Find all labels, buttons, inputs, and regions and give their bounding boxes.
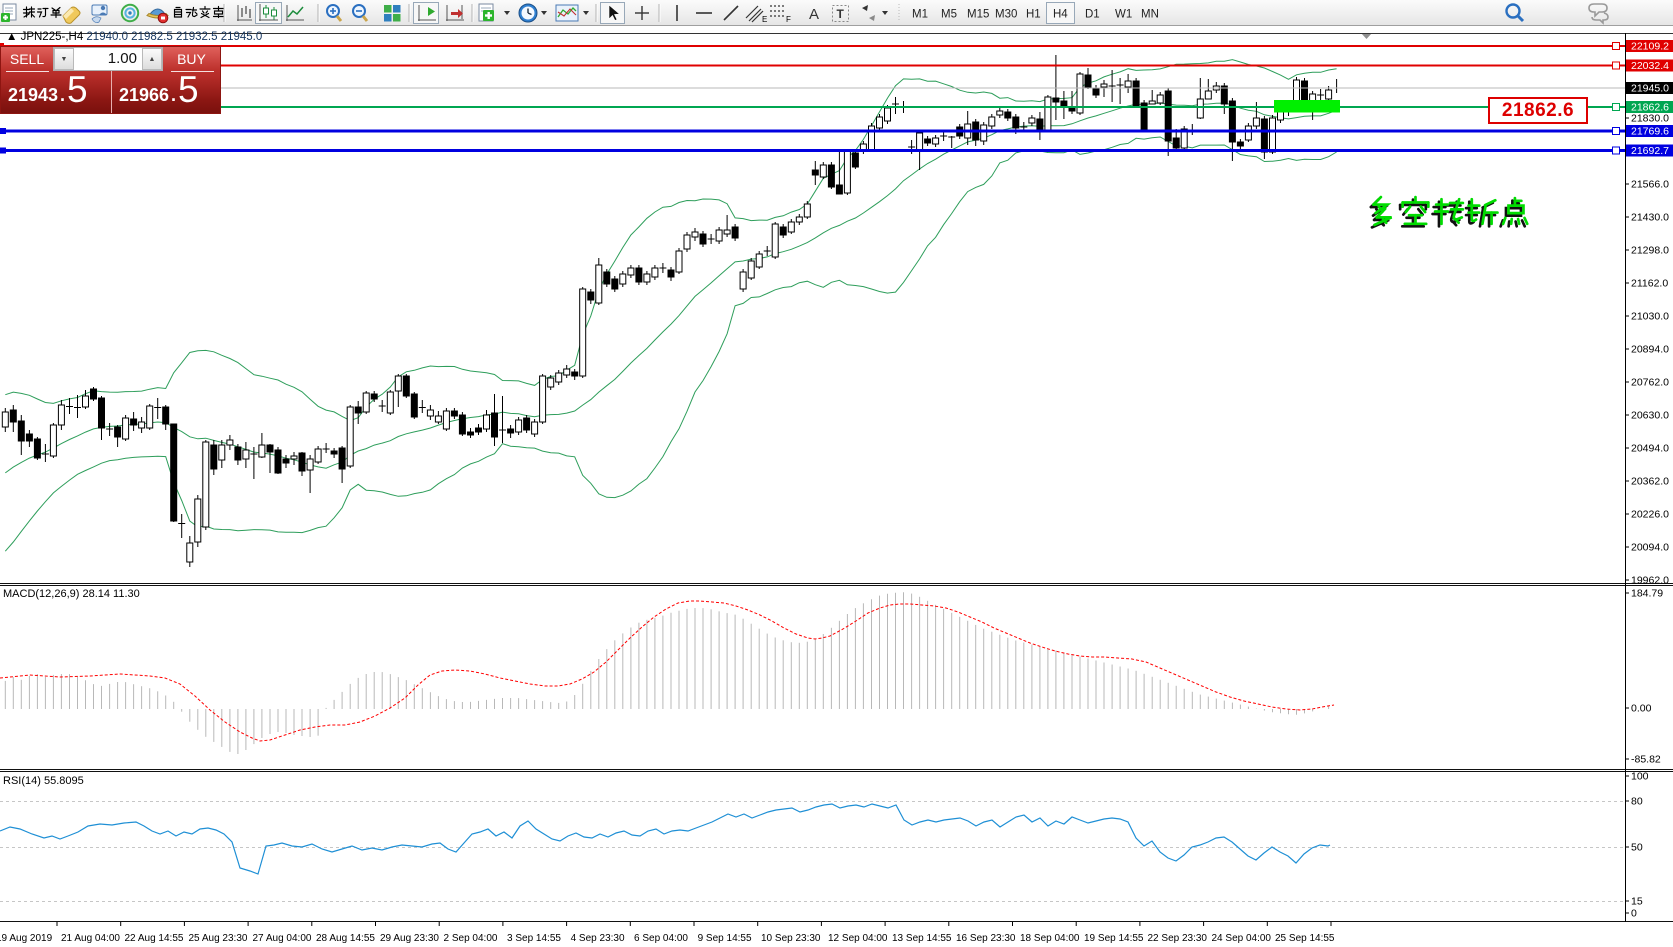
svg-text:12 Sep 04:00: 12 Sep 04:00 — [828, 933, 888, 944]
svg-text:22109.2: 22109.2 — [1631, 41, 1669, 53]
svg-text:29 Aug 23:30: 29 Aug 23:30 — [380, 933, 439, 944]
svg-text:21692.7: 21692.7 — [1631, 145, 1669, 157]
svg-text:15: 15 — [1631, 896, 1643, 908]
svg-text:H1: H1 — [1026, 9, 1041, 21]
svg-text:25 Aug 23:30: 25 Aug 23:30 — [189, 933, 248, 944]
svg-text:20494.0: 20494.0 — [1631, 443, 1669, 455]
svg-text:20094.0: 20094.0 — [1631, 542, 1669, 554]
svg-text:A: A — [809, 6, 819, 23]
svg-text:M5: M5 — [941, 9, 957, 21]
svg-text:21769.6: 21769.6 — [1631, 126, 1669, 138]
svg-text:21430.0: 21430.0 — [1631, 212, 1669, 224]
svg-text:6 Sep 04:00: 6 Sep 04:00 — [634, 933, 688, 944]
svg-text:20894.0: 20894.0 — [1631, 344, 1669, 356]
svg-text:22032.4: 22032.4 — [1631, 60, 1669, 72]
svg-text:21298.0: 21298.0 — [1631, 245, 1669, 257]
svg-text:2 Sep 04:00: 2 Sep 04:00 — [444, 933, 498, 944]
svg-text:MN: MN — [1141, 9, 1159, 21]
svg-text:20362.0: 20362.0 — [1631, 476, 1669, 488]
svg-text:4 Sep 23:30: 4 Sep 23:30 — [571, 933, 625, 944]
svg-text:21830.0: 21830.0 — [1631, 113, 1669, 125]
svg-text:D1: D1 — [1085, 9, 1100, 21]
svg-text:E: E — [762, 15, 767, 24]
svg-text:19 Sep 14:55: 19 Sep 14:55 — [1084, 933, 1144, 944]
svg-text:20762.0: 20762.0 — [1631, 377, 1669, 389]
svg-text:80: 80 — [1631, 796, 1643, 808]
svg-text:16 Sep 23:30: 16 Sep 23:30 — [956, 933, 1016, 944]
svg-text:18 Sep 04:00: 18 Sep 04:00 — [1020, 933, 1080, 944]
svg-text:50: 50 — [1631, 842, 1643, 854]
svg-text:F: F — [786, 15, 791, 24]
svg-text:21 Aug 04:00: 21 Aug 04:00 — [61, 933, 120, 944]
svg-text:M15: M15 — [967, 9, 989, 21]
svg-text:0.00: 0.00 — [1631, 703, 1652, 715]
svg-text:10 Sep 23:30: 10 Sep 23:30 — [761, 933, 821, 944]
svg-text:M30: M30 — [995, 9, 1017, 21]
svg-text:W1: W1 — [1115, 9, 1132, 21]
svg-text:H4: H4 — [1053, 9, 1068, 21]
svg-text:3 Sep 14:55: 3 Sep 14:55 — [507, 933, 561, 944]
svg-text:M1: M1 — [912, 9, 928, 21]
svg-text:T: T — [837, 7, 845, 21]
svg-text:20630.0: 20630.0 — [1631, 410, 1669, 422]
svg-text:21566.0: 21566.0 — [1631, 179, 1669, 191]
svg-text:-85.82: -85.82 — [1631, 754, 1661, 766]
svg-text:13 Sep 14:55: 13 Sep 14:55 — [892, 933, 952, 944]
svg-text:28 Aug 14:55: 28 Aug 14:55 — [316, 933, 375, 944]
svg-text:22 Aug 14:55: 22 Aug 14:55 — [125, 933, 184, 944]
svg-text:19962.0: 19962.0 — [1631, 575, 1669, 587]
svg-text:RSI(14) 55.8095: RSI(14) 55.8095 — [3, 775, 84, 787]
svg-text:24 Sep 04:00: 24 Sep 04:00 — [1212, 933, 1272, 944]
svg-text:21945.0: 21945.0 — [1631, 83, 1669, 95]
svg-text:21162.0: 21162.0 — [1631, 278, 1668, 290]
svg-text:21030.0: 21030.0 — [1631, 311, 1669, 323]
svg-text:MACD(12,26,9) 28.14 11.30: MACD(12,26,9) 28.14 11.30 — [3, 588, 140, 600]
svg-text:19 Aug 2019: 19 Aug 2019 — [0, 933, 53, 944]
svg-text:22 Sep 23:30: 22 Sep 23:30 — [1148, 933, 1208, 944]
svg-text:184.79: 184.79 — [1631, 588, 1663, 600]
svg-text:25 Sep 14:55: 25 Sep 14:55 — [1275, 933, 1335, 944]
svg-text:▲ JPN225-,H4 21940.0 21982.5: ▲ JPN225-,H4 21940.0 21982.5 21932.5 219… — [6, 31, 262, 43]
svg-text:9 Sep 14:55: 9 Sep 14:55 — [698, 933, 752, 944]
svg-text:27 Aug 04:00: 27 Aug 04:00 — [253, 933, 312, 944]
svg-text:100: 100 — [1631, 771, 1649, 783]
svg-text:0: 0 — [1631, 908, 1637, 920]
svg-text:20226.0: 20226.0 — [1631, 509, 1669, 521]
svg-text:21862.6: 21862.6 — [1631, 102, 1669, 114]
